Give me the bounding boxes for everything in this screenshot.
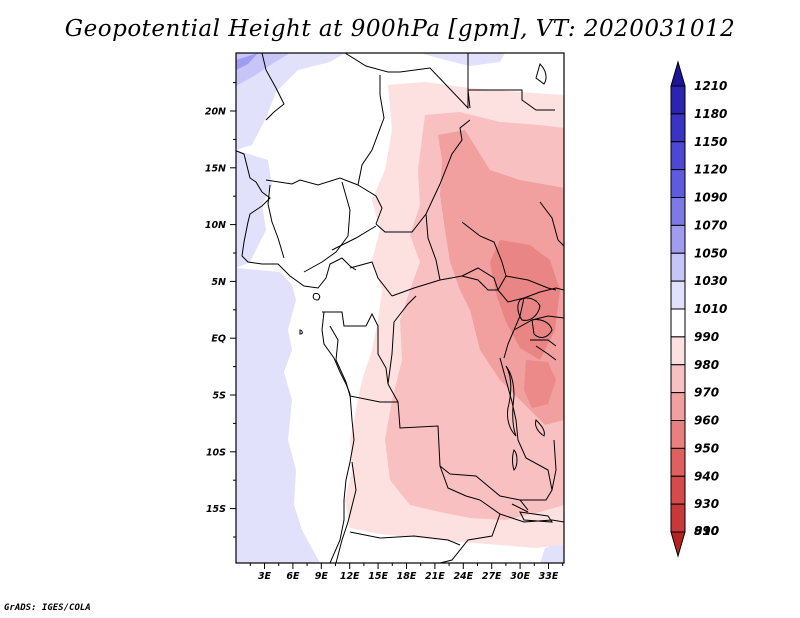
- lat-label: 15S: [206, 504, 226, 515]
- colorbar-swatch: [670, 364, 686, 394]
- lat-label: 15N: [205, 163, 226, 174]
- lon-axis: 3E 6E 9E 12E 15E 18E 21E 24E 27E 30E 33E: [249, 563, 564, 582]
- colorbar-swatch: [670, 420, 686, 449]
- colorbar-label: 910: [694, 524, 719, 538]
- lat-label: 10N: [205, 220, 226, 231]
- colorbar-label: 1120: [694, 163, 727, 177]
- colorbar-label: 1030: [694, 274, 727, 288]
- colorbar-swatch: [670, 252, 686, 282]
- lon-label: 15E: [368, 571, 388, 582]
- lon-label: 6E: [286, 571, 300, 582]
- colorbar-label: 960: [694, 414, 719, 428]
- colorbar-bottom-arrow: [670, 531, 686, 558]
- colorbar-label: 1050: [694, 246, 727, 260]
- colorbar-swatch: [670, 503, 686, 533]
- lat-label: 20N: [205, 107, 226, 118]
- colorbar: 1210 1180 1150 1120 1090 1070 1050 1030 1010 990 9…: [670, 60, 727, 558]
- map-frame: [235, 52, 565, 564]
- colorbar-swatch: [670, 280, 686, 310]
- colorbar-label: 1010: [694, 302, 727, 316]
- colorbar-label: 990: [694, 330, 719, 344]
- lat-axis: 20N 15N 10N 5N EQ 5S 10S 15S: [205, 82, 236, 538]
- lon-label: 27E: [482, 571, 502, 582]
- colorbar-label: 1150: [694, 135, 727, 149]
- lat-label: 5S: [213, 391, 227, 402]
- boundaries: [236, 53, 564, 563]
- colorbar-label: 1090: [694, 191, 727, 205]
- lon-label: 30E: [510, 571, 530, 582]
- colorbar-label: 1180: [694, 107, 727, 121]
- colorbar-label: 1210: [694, 79, 727, 93]
- lon-label: 24E: [453, 571, 473, 582]
- lon-label: 21E: [425, 571, 445, 582]
- lat-label: EQ: [211, 334, 226, 345]
- colorbar-swatch: [670, 197, 686, 226]
- colorbar-swatch: [670, 336, 686, 366]
- colorbar-label: 950: [694, 441, 719, 455]
- colorbar-swatch: [670, 475, 686, 505]
- colorbar-label: 890: [694, 524, 719, 538]
- colorbar-swatch: [670, 85, 686, 115]
- grads-credit: GrADS: IGES/COLA: [4, 603, 91, 613]
- colorbar-swatch: [670, 392, 686, 421]
- map-panel: [236, 53, 564, 563]
- colorbar-label: 980: [694, 358, 719, 372]
- colorbar-top-arrow: [670, 60, 686, 87]
- lon-label: 18E: [397, 571, 417, 582]
- colorbar-label: 940: [694, 469, 719, 483]
- colorbar-swatch: [670, 447, 686, 477]
- colorbar-swatch: [670, 169, 686, 198]
- lon-label: 3E: [258, 571, 272, 582]
- lat-label: 10S: [206, 447, 226, 458]
- colorbar-label: 970: [694, 386, 719, 400]
- lon-label: 33E: [539, 571, 559, 582]
- colorbar-swatch: [670, 224, 686, 254]
- colorbar-swatch: [670, 308, 686, 338]
- colorbar-swatch: [670, 113, 686, 143]
- colorbar-swatch: [670, 141, 686, 171]
- lon-label: 12E: [340, 571, 360, 582]
- lat-label: 5N: [211, 277, 226, 288]
- shading-low: [345, 82, 564, 548]
- colorbar-label: 1070: [694, 218, 727, 232]
- lon-label: 9E: [315, 571, 329, 582]
- map-title: Geopotential Height at 900hPa [gpm], VT:…: [64, 16, 736, 42]
- colorbar-label: 930: [694, 497, 719, 511]
